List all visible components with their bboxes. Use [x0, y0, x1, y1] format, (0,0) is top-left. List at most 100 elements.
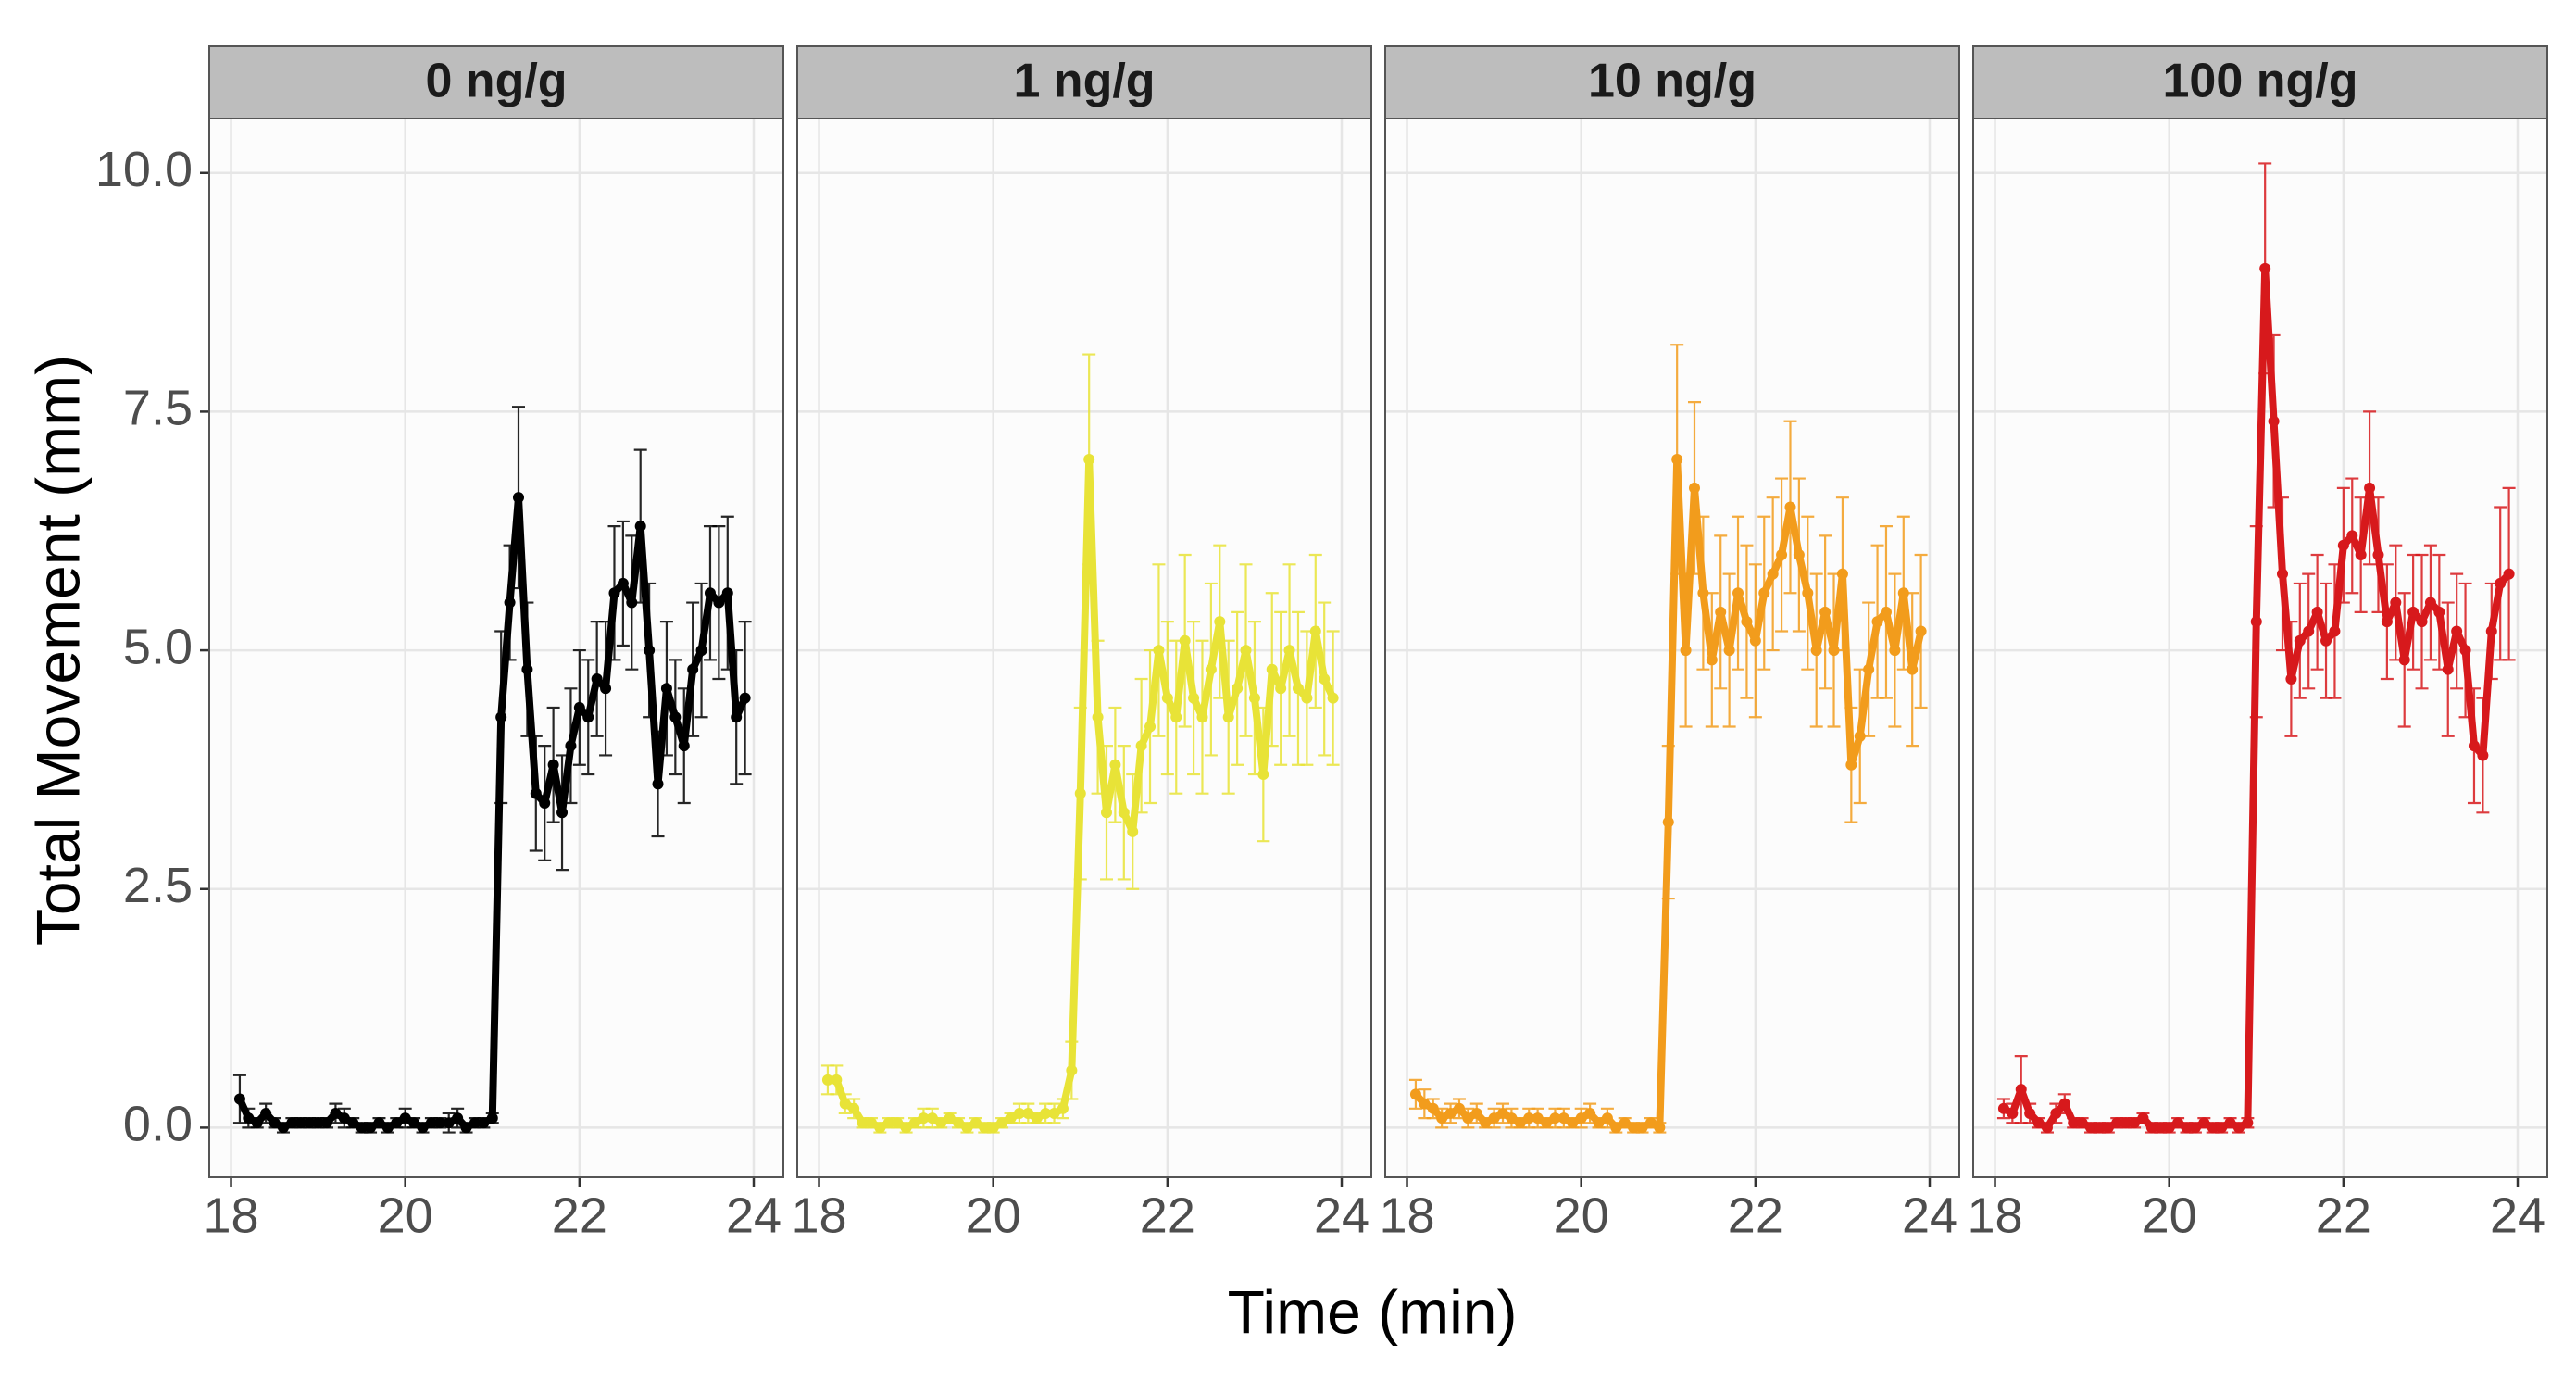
point — [2268, 415, 2280, 427]
point — [1610, 1122, 1622, 1134]
point — [1662, 816, 1674, 828]
panel-border — [208, 118, 784, 1178]
x-tick-label: 22 — [552, 1187, 607, 1243]
point — [1557, 1112, 1569, 1124]
point — [1066, 1064, 1078, 1076]
point — [486, 1112, 498, 1124]
point — [2120, 1117, 2132, 1129]
x-tick-label: 18 — [1967, 1187, 2022, 1243]
x-tick-label: 22 — [1140, 1187, 1195, 1243]
point — [2259, 262, 2271, 274]
point — [2398, 654, 2410, 666]
point — [1031, 1112, 1043, 1124]
point — [1283, 645, 1295, 657]
point — [953, 1117, 965, 1129]
y-tick-label: 2.5 — [123, 858, 193, 913]
point — [1488, 1112, 1500, 1124]
point — [2207, 1122, 2219, 1134]
strip-label: 0 ng/g — [425, 55, 567, 108]
point — [1301, 692, 1313, 704]
point — [417, 1122, 429, 1134]
x-tick-label: 24 — [1902, 1187, 1957, 1243]
point — [969, 1117, 982, 1129]
point — [1601, 1112, 1613, 1124]
point — [2189, 1122, 2201, 1134]
point — [987, 1122, 999, 1134]
point — [1292, 683, 1304, 695]
point — [1575, 1112, 1587, 1124]
point — [233, 1093, 245, 1105]
point — [1810, 645, 1822, 657]
point — [1532, 1112, 1544, 1124]
point — [1784, 501, 1796, 513]
point — [1749, 634, 1761, 647]
point — [1092, 711, 1104, 723]
point — [1828, 645, 1840, 657]
point — [2024, 1107, 2036, 1119]
point — [669, 711, 682, 723]
point — [2337, 539, 2349, 551]
panel-border — [1972, 118, 2548, 1178]
point — [391, 1117, 403, 1129]
point — [1480, 1117, 1492, 1129]
point — [2068, 1117, 2080, 1129]
point — [892, 1117, 904, 1129]
point — [2346, 530, 2358, 542]
point — [399, 1112, 411, 1124]
point — [2390, 597, 2402, 609]
point — [2442, 663, 2454, 675]
point — [1470, 1107, 1482, 1119]
point — [269, 1117, 281, 1129]
point — [2041, 1122, 2053, 1134]
point — [1188, 692, 1200, 704]
x-tick-label: 18 — [203, 1187, 258, 1243]
x-tick-label: 24 — [726, 1187, 782, 1243]
point — [2111, 1117, 2123, 1129]
point — [530, 787, 542, 799]
x-tick-label: 20 — [966, 1187, 1021, 1243]
point — [721, 587, 733, 599]
point — [1644, 1117, 1657, 1129]
point — [2085, 1122, 2097, 1134]
point — [294, 1117, 306, 1129]
point — [644, 645, 656, 657]
panel: 1 ng/g 18 20 22 24 — [791, 45, 1372, 1243]
point — [504, 597, 516, 609]
point — [678, 740, 690, 752]
point — [600, 683, 612, 695]
point — [573, 701, 585, 713]
x-tick-label: 24 — [2490, 1187, 2545, 1243]
point — [1636, 1122, 1648, 1134]
point — [539, 797, 551, 809]
point — [1309, 625, 1321, 637]
point — [1109, 759, 1121, 771]
point — [381, 1122, 394, 1134]
x-tick-label: 18 — [1379, 1187, 1434, 1243]
point — [2407, 606, 2420, 618]
x-axis-title: Time (min) — [1228, 1277, 1518, 1346]
point — [1619, 1117, 1631, 1129]
point — [979, 1122, 991, 1134]
point — [2433, 606, 2445, 618]
point — [996, 1117, 1008, 1129]
point — [2459, 645, 2471, 657]
x-tick-label: 22 — [2316, 1187, 2371, 1243]
point — [312, 1117, 324, 1129]
point — [1907, 663, 1919, 675]
point — [2181, 1122, 2193, 1134]
point — [1040, 1107, 1052, 1119]
y-tick-label: 7.5 — [123, 381, 193, 436]
point — [608, 587, 620, 599]
point — [1419, 1098, 1431, 1110]
point — [1144, 721, 1157, 733]
point — [1802, 587, 1814, 599]
point — [1767, 568, 1779, 580]
point — [565, 740, 577, 752]
panel-border — [796, 118, 1372, 1178]
point — [848, 1102, 860, 1114]
point — [926, 1112, 938, 1124]
point — [2320, 634, 2332, 647]
point — [1257, 769, 1269, 781]
point — [1741, 616, 1753, 628]
